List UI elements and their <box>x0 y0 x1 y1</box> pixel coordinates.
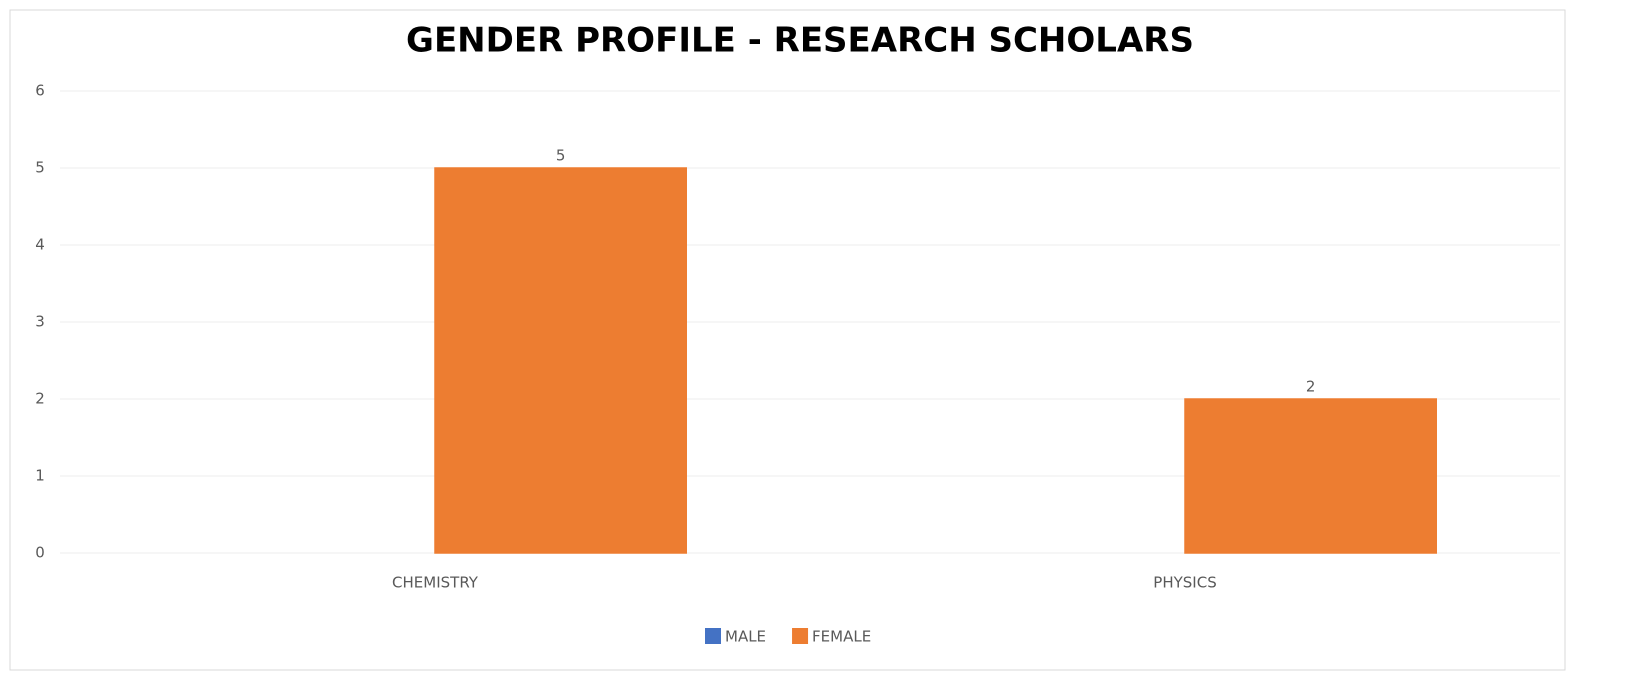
data-label: 5 <box>556 147 566 165</box>
bar <box>434 167 687 554</box>
data-label: 2 <box>1306 378 1316 396</box>
chart-border <box>9 9 1566 671</box>
y-tick-label: 1 <box>35 467 45 485</box>
bar <box>1184 398 1437 554</box>
legend-swatch <box>792 628 809 644</box>
x-tick-label: PHYSICS <box>1153 574 1216 592</box>
y-tick-label: 6 <box>35 82 45 100</box>
x-tick-label: CHEMISTRY <box>392 574 479 592</box>
y-tick-label: 5 <box>35 159 45 177</box>
y-tick-label: 2 <box>35 390 45 408</box>
legend-swatch <box>705 628 721 644</box>
y-tick-label: 3 <box>35 313 45 331</box>
legend-label: MALE <box>725 628 766 646</box>
y-tick-label: 0 <box>35 544 45 562</box>
chart-title: GENDER PROFILE - RESEARCH SCHOLARS <box>406 21 1194 61</box>
y-tick-label: 4 <box>35 236 45 254</box>
legend-label: FEMALE <box>812 628 871 646</box>
